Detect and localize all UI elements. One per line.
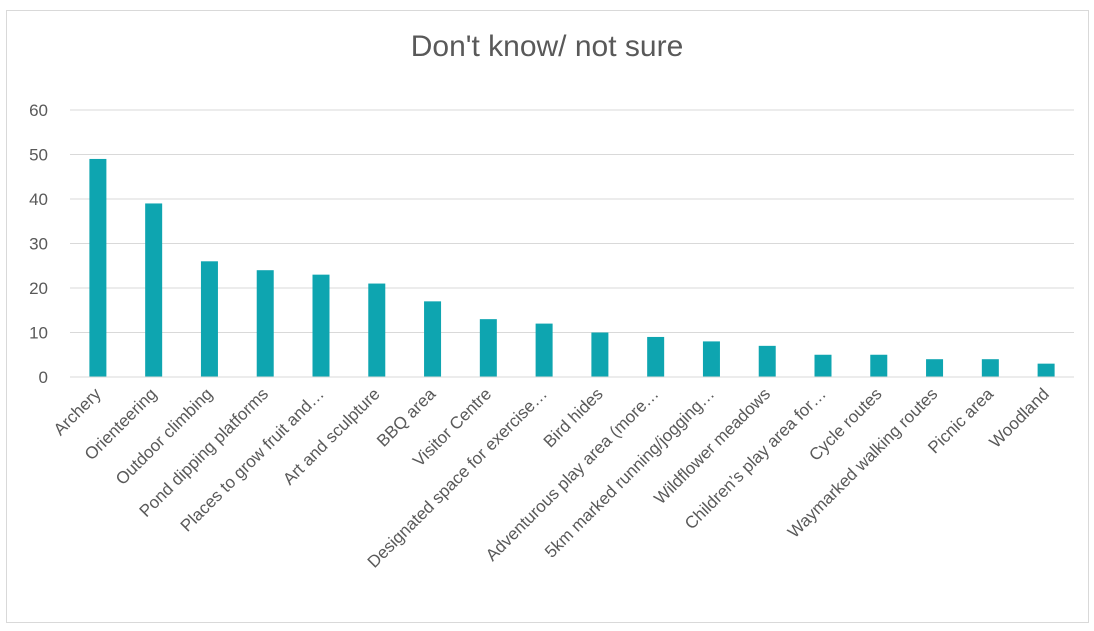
y-axis-ticks: 0 10 20 30 40 50 60 — [29, 101, 48, 387]
y-tick-label: 50 — [29, 146, 48, 165]
bar — [926, 359, 944, 377]
y-tick-label: 40 — [29, 190, 48, 209]
chart-title: Don't know/ not sure — [410, 30, 684, 63]
x-category-label: Woodland — [986, 384, 1053, 451]
bar — [981, 359, 999, 377]
y-tick-label: 0 — [39, 368, 48, 387]
bar — [1037, 363, 1055, 377]
bar — [424, 301, 442, 377]
bar — [758, 345, 776, 377]
bar — [535, 323, 553, 377]
y-tick-label: 60 — [29, 101, 48, 120]
x-category-label: Art and sculpture — [279, 384, 383, 488]
bar — [368, 283, 386, 377]
x-category-label: Outdoor climbing — [112, 384, 216, 488]
y-tick-label: 20 — [29, 279, 48, 298]
x-category-label: Archery — [50, 384, 105, 439]
bar — [814, 354, 832, 377]
chart-frame — [6, 10, 1089, 623]
bar — [145, 203, 163, 377]
y-tick-label: 30 — [29, 235, 48, 254]
bar — [89, 158, 107, 377]
bar — [200, 261, 218, 377]
bar — [591, 332, 609, 377]
bar — [870, 354, 888, 377]
bar — [312, 274, 330, 377]
bar — [647, 336, 665, 377]
bar — [702, 341, 720, 377]
bar — [479, 319, 497, 377]
gridlines — [70, 109, 1074, 333]
bars — [89, 158, 1055, 377]
y-tick-label: 10 — [29, 324, 48, 343]
bar — [256, 270, 274, 377]
